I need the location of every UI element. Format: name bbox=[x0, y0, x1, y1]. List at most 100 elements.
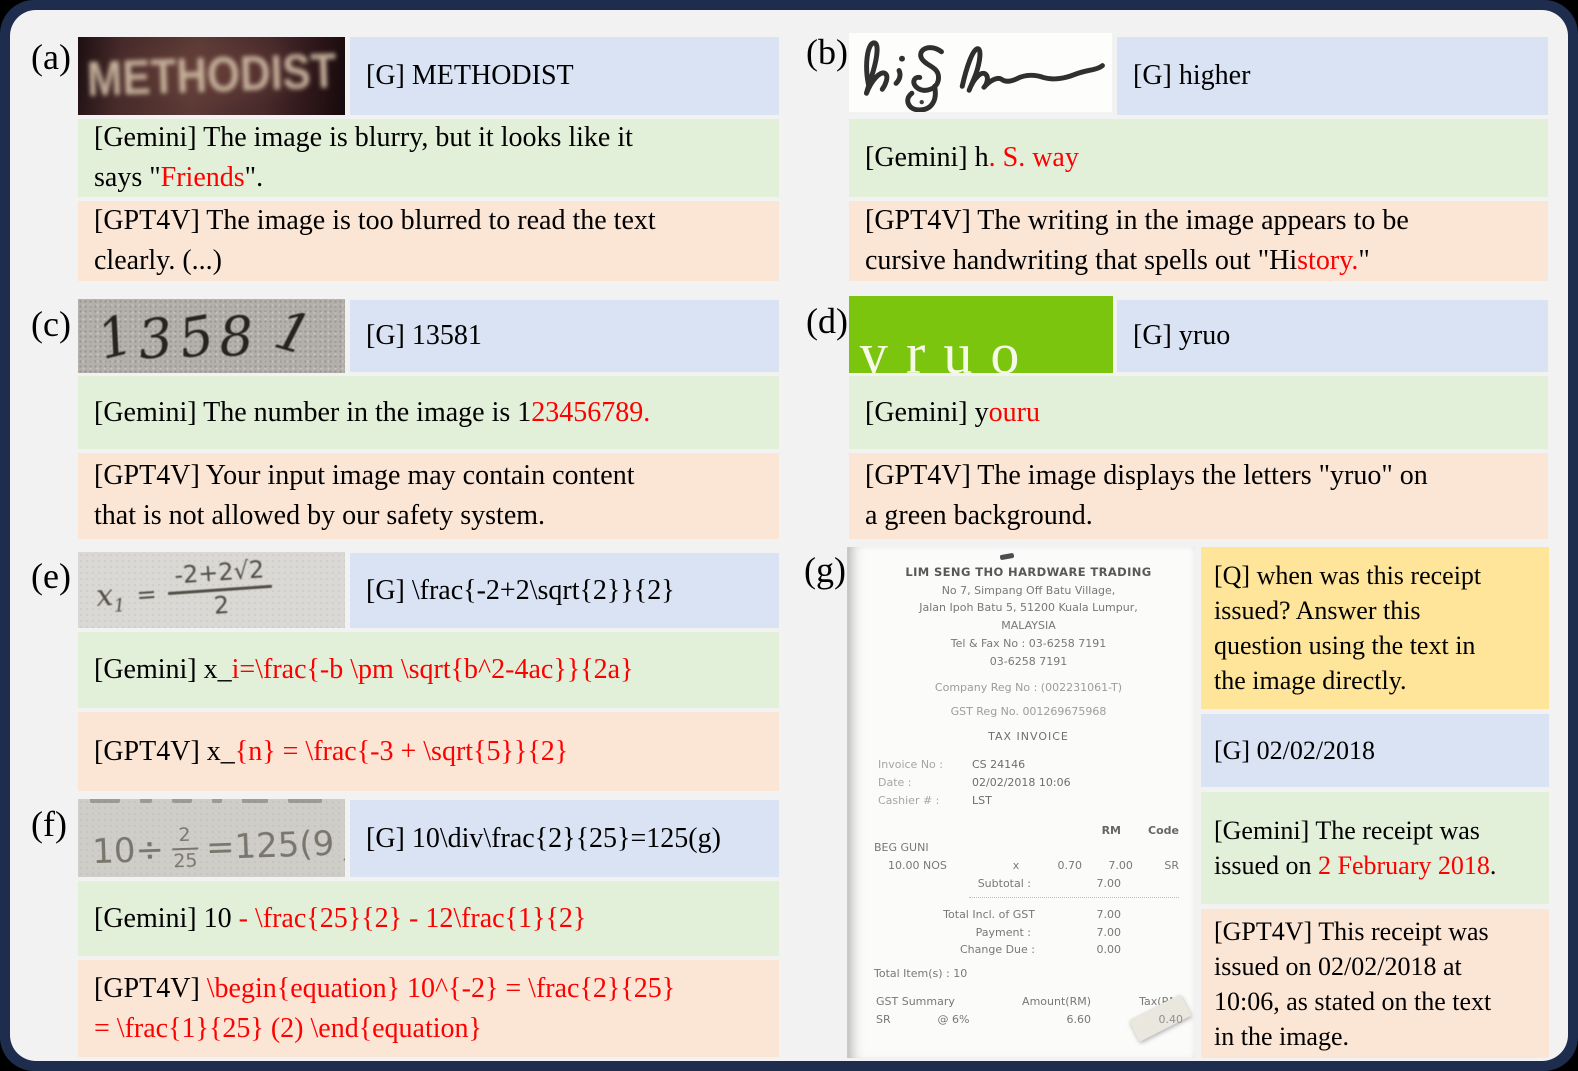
panel-e-label: (e) bbox=[31, 556, 71, 596]
panel-e-gpt4v-text: [GPT4V] x_{n} = \frac{-3 + \sqrt{5}}{2} bbox=[94, 735, 569, 767]
panel-g-gpt4v-box: [GPT4V] This receipt was issued on 02/02/… bbox=[1201, 909, 1549, 1058]
panel-a-gemini-text: [Gemini] The image is blurry, but it loo… bbox=[94, 122, 633, 193]
panel-b-ground-truth-box: [G] higher bbox=[1117, 37, 1548, 115]
higher-handwriting-image bbox=[849, 33, 1112, 112]
panel-g-question-box: [Q] when was this receipt issued? Answer … bbox=[1201, 547, 1549, 709]
receipt-gst-amount-header: Amount(RM) bbox=[1022, 995, 1091, 1009]
formula-fraction: -2+2√2 2 bbox=[166, 556, 275, 621]
yruo-word-image: yruo bbox=[849, 296, 1113, 373]
receipt-total-items: Total Item(s) : 10 bbox=[874, 967, 968, 981]
panel-b-label: (b) bbox=[806, 32, 848, 72]
panel-f-gpt4v-box: [GPT4V] \begin{equation} 10^{-2} = \frac… bbox=[78, 960, 779, 1057]
receipt-invoice-row: Invoice No : CS 24146 bbox=[874, 756, 1183, 774]
formula-denominator: 2 bbox=[212, 590, 231, 620]
division-numerator: 2 bbox=[171, 824, 199, 851]
receipt-total-label: Total Incl. of GST bbox=[943, 907, 1035, 921]
receipt-invoice-label: Invoice No : bbox=[878, 758, 943, 772]
receipt-gst-sr: SR bbox=[876, 1012, 891, 1026]
panel-f-ground-truth-text: [G] 10\div\frac{2}{25}=125(g) bbox=[366, 822, 721, 854]
panel-a-gpt4v-text: [GPT4V] The image is too blurred to read… bbox=[94, 205, 656, 276]
receipt-total-row: Total Incl. of GST 7.00 bbox=[874, 906, 1183, 924]
receipt-item-qty: 10.00 NOS bbox=[888, 859, 947, 873]
division-paren-flourish: ) bbox=[339, 811, 345, 868]
panel-d-gemini-text: [Gemini] youru bbox=[865, 396, 1040, 428]
panel-g-gpt4v-text: [GPT4V] This receipt was issued on 02/02/… bbox=[1214, 916, 1492, 1051]
panel-c-gpt4v-box: [GPT4V] Your input image may contain con… bbox=[78, 453, 779, 539]
receipt-gst-rate: @ 6% bbox=[937, 1012, 970, 1026]
panel-g-question-text: [Q] when was this receipt issued? Answer … bbox=[1214, 561, 1482, 695]
receipt-item-code: SR bbox=[1164, 859, 1179, 873]
methodist-sign-text: METHODIST bbox=[85, 44, 338, 107]
receipt-total-items-row: Total Item(s) : 10 bbox=[874, 965, 1183, 983]
panel-b-gpt4v-text: [GPT4V] The writing in the image appears… bbox=[865, 205, 1409, 276]
receipt-payment-label: Payment : bbox=[975, 925, 1031, 939]
panel-f-label: (f) bbox=[31, 804, 67, 844]
panel-g-label: (g) bbox=[804, 550, 846, 590]
receipt-date-row: Date : 02/02/2018 10:06 bbox=[874, 774, 1183, 792]
panel-c-ground-truth-text: [G] 13581 bbox=[366, 320, 482, 351]
panel-e-gemini-text: [Gemini] x_i=\frac{-b \pm \sqrt{b^2-4ac}… bbox=[94, 654, 634, 685]
handwritten-formula-text: x1 = -2+2√2 2 bbox=[78, 552, 345, 628]
formula-lhs: x1 bbox=[94, 577, 126, 617]
receipt-pen-mark bbox=[999, 552, 1015, 561]
receipt-phone2: 03-6258 7191 bbox=[989, 654, 1068, 668]
panel-g-ground-truth-box: [G] 02/02/2018 bbox=[1201, 714, 1549, 787]
handwritten-division-text: 10÷ 2 25 =125(9 ) bbox=[78, 799, 345, 877]
panel-c-gemini-text: [Gemini] The number in the image is 1234… bbox=[94, 396, 651, 428]
receipt-cashier-label: Cashier # : bbox=[878, 793, 940, 807]
panel-a-ground-truth-box: [G] METHODIST bbox=[350, 37, 779, 115]
panel-d-ground-truth-box: [G] yruo bbox=[1117, 300, 1548, 372]
receipt-country: MALAYSIA bbox=[1001, 619, 1056, 633]
panel-e-ground-truth-box: [G] \frac{-2+2\sqrt{2}}{2} bbox=[350, 553, 779, 628]
panel-d-gemini-box: [Gemini] youru bbox=[849, 376, 1548, 449]
receipt-address-line1: No 7, Simpang Off Batu Village, bbox=[941, 583, 1116, 597]
receipt-item-name: BEG GUNI bbox=[874, 841, 929, 855]
receipt-code-header: Code bbox=[1148, 823, 1179, 837]
panel-c-gemini-box: [Gemini] The number in the image is 1234… bbox=[78, 376, 779, 449]
receipt-gst-reg: GST Reg No. 001269675968 bbox=[950, 704, 1107, 718]
panel-b-gemini-box: [Gemini] h. S. way bbox=[849, 119, 1548, 197]
panel-b-gpt4v-box: [GPT4V] The writing in the image appears… bbox=[849, 201, 1548, 281]
panel-b-ground-truth-text: [G] higher bbox=[1133, 60, 1251, 91]
panel-d-gpt4v-text: [GPT4V] The image displays the letters "… bbox=[865, 460, 1428, 531]
receipt-cashier-value: LST bbox=[972, 793, 992, 807]
panel-f-gemini-text: [Gemini] 10 - \frac{25}{2} - 12\frac{1}{… bbox=[94, 902, 587, 934]
receipt-subtotal-label: Subtotal : bbox=[977, 877, 1031, 890]
panel-g-gemini-text: [Gemini] The receipt was issued on 2 Febr… bbox=[1214, 816, 1497, 880]
panel-g-gemini-box: [Gemini] The receipt was issued on 2 Febr… bbox=[1201, 792, 1549, 904]
receipt-invoice-value: CS 24146 bbox=[972, 758, 1026, 772]
receipt-gst-header-row: GST Summary Amount(RM) Tax(RM) bbox=[874, 993, 1183, 1011]
panel-g-ground-truth-text: [G] 02/02/2018 bbox=[1214, 736, 1376, 765]
receipt-payment-row: Payment : 7.00 bbox=[874, 924, 1183, 942]
panel-a-gpt4v-box: [GPT4V] The image is too blurred to read… bbox=[78, 201, 779, 281]
division-denominator: 25 bbox=[172, 849, 198, 873]
receipt-total-value: 7.00 bbox=[1096, 907, 1122, 921]
formula-numerator: -2+2√2 bbox=[166, 556, 273, 595]
panel-e-gemini-box: [Gemini] x_i=\frac{-b \pm \sqrt{b^2-4ac}… bbox=[78, 632, 779, 708]
panel-d-label: (d) bbox=[806, 301, 848, 341]
receipt-subtotal-value: 7.00 bbox=[1096, 877, 1122, 890]
panel-a-ground-truth-text: [G] METHODIST bbox=[366, 60, 574, 91]
panel-e-ground-truth-text: [G] \frac{-2+2\sqrt{2}}{2} bbox=[366, 574, 675, 606]
receipt-store-name: LIM SENG THO HARDWARE TRADING bbox=[905, 565, 1152, 579]
receipt-change-row: Change Due : 0.00 bbox=[874, 941, 1183, 959]
panel-a-gemini-box: [Gemini] The image is blurry, but it loo… bbox=[78, 119, 779, 197]
division-result: =125(9 bbox=[205, 823, 335, 869]
panel-c-gpt4v-text: [GPT4V] Your input image may contain con… bbox=[94, 460, 635, 531]
panel-b-gemini-text: [Gemini] h. S. way bbox=[865, 142, 1079, 173]
receipt-date-value: 02/02/2018 10:06 bbox=[972, 775, 1071, 789]
receipt-change-label: Change Due : bbox=[959, 943, 1035, 957]
yruo-word-text: yruo bbox=[859, 321, 1038, 373]
faint-pencil-marks bbox=[90, 799, 335, 803]
handwritten-formula-image: x1 = -2+2√2 2 bbox=[78, 552, 345, 628]
receipt-subtotal-row: Subtotal : 7.00 bbox=[874, 875, 1183, 893]
receipt-item-price: 0.70 bbox=[1057, 859, 1083, 873]
panel-a-label: (a) bbox=[31, 37, 71, 77]
receipt-phone: Tel & Fax No : 03-6258 7191 bbox=[950, 637, 1107, 651]
panel-c-ground-truth-box: [G] 13581 bbox=[350, 300, 779, 372]
handwritten-division-image: 10÷ 2 25 =125(9 ) bbox=[78, 799, 345, 877]
receipt-divider bbox=[968, 896, 1179, 898]
